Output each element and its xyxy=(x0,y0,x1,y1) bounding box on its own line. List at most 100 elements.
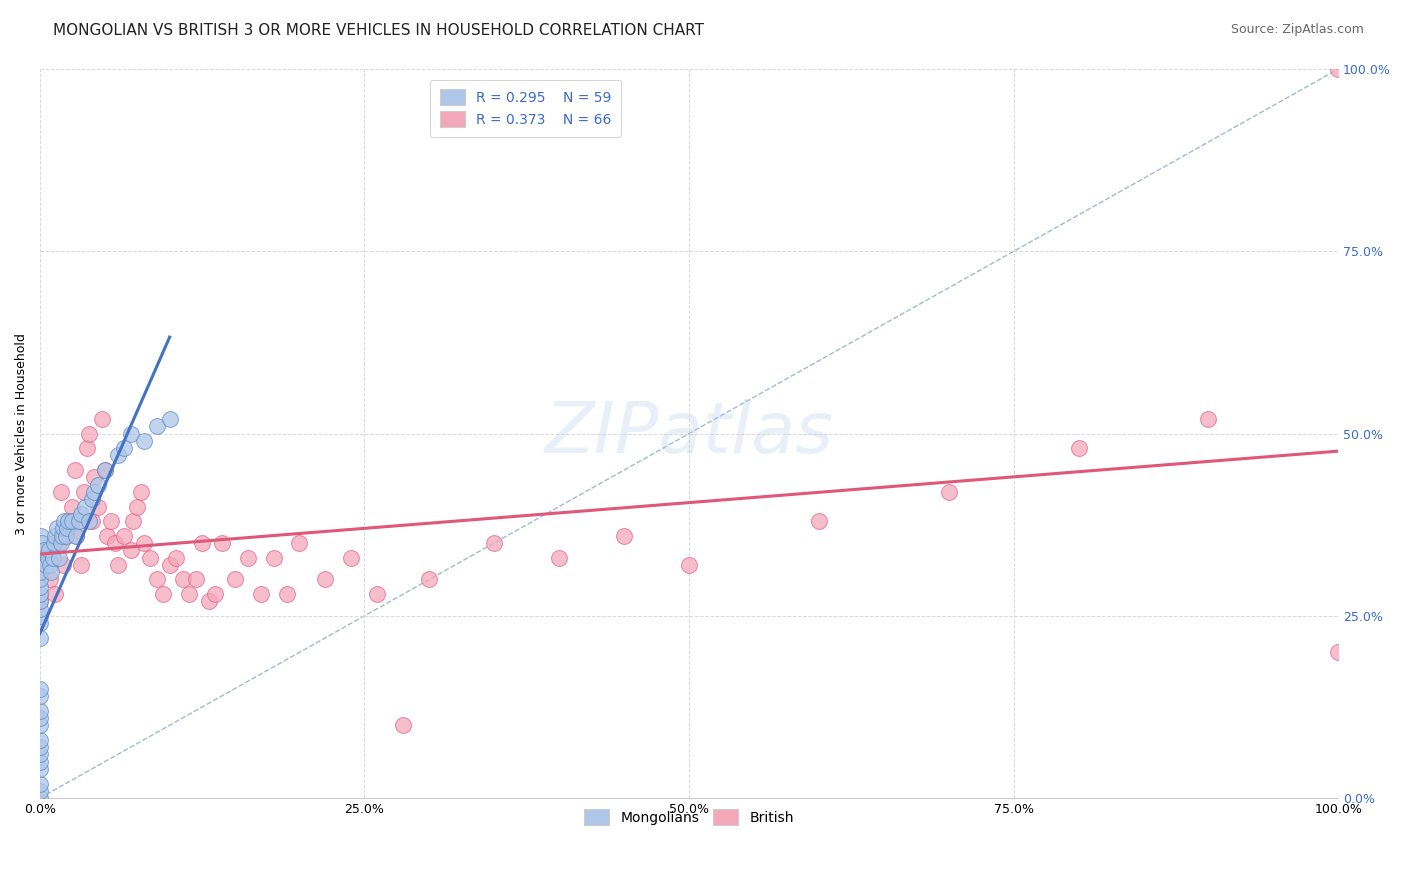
Point xyxy=(28,594,51,608)
Point xyxy=(172,573,194,587)
Point xyxy=(28,594,51,608)
Point xyxy=(340,550,363,565)
Point xyxy=(314,573,336,587)
Point xyxy=(100,514,122,528)
Point xyxy=(159,558,181,572)
Point xyxy=(77,426,100,441)
Point xyxy=(42,536,65,550)
Point xyxy=(1327,645,1350,659)
Point xyxy=(55,529,77,543)
Point xyxy=(548,550,571,565)
Point xyxy=(38,543,60,558)
Point xyxy=(129,484,152,499)
Point xyxy=(44,587,66,601)
Point xyxy=(48,536,70,550)
Point xyxy=(678,558,700,572)
Point xyxy=(807,514,830,528)
Point xyxy=(65,529,87,543)
Point xyxy=(76,441,98,455)
Point xyxy=(28,762,51,776)
Point xyxy=(28,776,51,790)
Legend: Mongolians, British: Mongolians, British xyxy=(575,799,803,835)
Point xyxy=(30,529,52,543)
Point xyxy=(120,426,142,441)
Point xyxy=(28,740,51,755)
Point xyxy=(49,536,72,550)
Point xyxy=(91,412,114,426)
Point xyxy=(112,441,135,455)
Point xyxy=(191,536,214,550)
Point xyxy=(28,732,51,747)
Point xyxy=(122,514,145,528)
Point xyxy=(32,543,55,558)
Text: MONGOLIAN VS BRITISH 3 OR MORE VEHICLES IN HOUSEHOLD CORRELATION CHART: MONGOLIAN VS BRITISH 3 OR MORE VEHICLES … xyxy=(53,23,704,38)
Point xyxy=(224,573,246,587)
Point xyxy=(28,550,51,565)
Point xyxy=(45,521,67,535)
Point xyxy=(35,543,58,558)
Point xyxy=(83,470,105,484)
Point xyxy=(65,529,87,543)
Point xyxy=(112,529,135,543)
Point xyxy=(80,514,103,528)
Point xyxy=(67,514,90,528)
Point xyxy=(52,558,75,572)
Point xyxy=(184,573,207,587)
Point xyxy=(28,689,51,703)
Point xyxy=(107,449,129,463)
Point xyxy=(236,550,259,565)
Point xyxy=(28,681,51,696)
Point xyxy=(58,514,80,528)
Point xyxy=(179,587,201,601)
Point xyxy=(70,507,93,521)
Point xyxy=(28,718,51,732)
Point xyxy=(28,565,51,579)
Point xyxy=(120,543,142,558)
Point xyxy=(159,412,181,426)
Point xyxy=(132,536,155,550)
Y-axis label: 3 or more Vehicles in Household: 3 or more Vehicles in Household xyxy=(15,333,28,534)
Point xyxy=(28,747,51,762)
Point xyxy=(42,550,65,565)
Point xyxy=(418,573,440,587)
Point xyxy=(87,477,110,491)
Point xyxy=(93,463,115,477)
Point xyxy=(75,500,97,514)
Point xyxy=(938,484,960,499)
Point xyxy=(28,587,51,601)
Point xyxy=(39,558,62,572)
Point xyxy=(28,784,51,798)
Point xyxy=(60,514,83,528)
Point xyxy=(28,704,51,718)
Point xyxy=(276,587,298,601)
Point xyxy=(42,550,65,565)
Point xyxy=(263,550,285,565)
Point xyxy=(197,594,219,608)
Point xyxy=(60,500,83,514)
Point xyxy=(366,587,388,601)
Point xyxy=(77,514,100,528)
Point xyxy=(1067,441,1090,455)
Point xyxy=(41,565,63,579)
Point xyxy=(145,573,167,587)
Point xyxy=(28,711,51,725)
Point xyxy=(28,573,51,587)
Point xyxy=(70,558,93,572)
Point xyxy=(53,514,76,528)
Point xyxy=(31,536,53,550)
Point xyxy=(145,419,167,434)
Point xyxy=(28,580,51,594)
Point xyxy=(80,492,103,507)
Point xyxy=(55,529,77,543)
Point xyxy=(87,500,110,514)
Point xyxy=(56,521,79,535)
Point xyxy=(165,550,187,565)
Point xyxy=(51,529,73,543)
Point xyxy=(28,631,51,645)
Point xyxy=(28,601,51,615)
Point xyxy=(58,514,80,528)
Text: ZIPatlas: ZIPatlas xyxy=(544,399,834,468)
Point xyxy=(613,529,636,543)
Point xyxy=(28,755,51,769)
Point xyxy=(44,529,66,543)
